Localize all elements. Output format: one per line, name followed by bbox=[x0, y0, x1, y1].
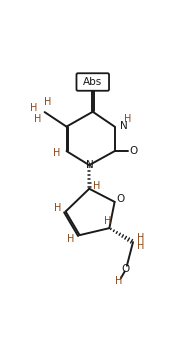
Text: H: H bbox=[137, 241, 145, 251]
Text: N: N bbox=[86, 160, 93, 170]
Text: H: H bbox=[67, 234, 75, 244]
FancyBboxPatch shape bbox=[76, 73, 109, 91]
Text: H: H bbox=[137, 233, 145, 243]
Text: H: H bbox=[54, 203, 61, 213]
Text: H: H bbox=[44, 98, 51, 107]
Text: O: O bbox=[130, 146, 138, 156]
Text: H: H bbox=[53, 148, 61, 158]
Text: H: H bbox=[124, 114, 131, 124]
Text: N: N bbox=[120, 121, 127, 131]
Text: H: H bbox=[104, 216, 111, 226]
Text: H: H bbox=[115, 277, 122, 286]
Text: Abs: Abs bbox=[83, 77, 102, 87]
Text: H: H bbox=[30, 103, 37, 113]
Text: H: H bbox=[93, 181, 100, 191]
Text: O: O bbox=[116, 194, 124, 204]
Text: H: H bbox=[34, 115, 41, 124]
Text: O: O bbox=[122, 264, 130, 274]
